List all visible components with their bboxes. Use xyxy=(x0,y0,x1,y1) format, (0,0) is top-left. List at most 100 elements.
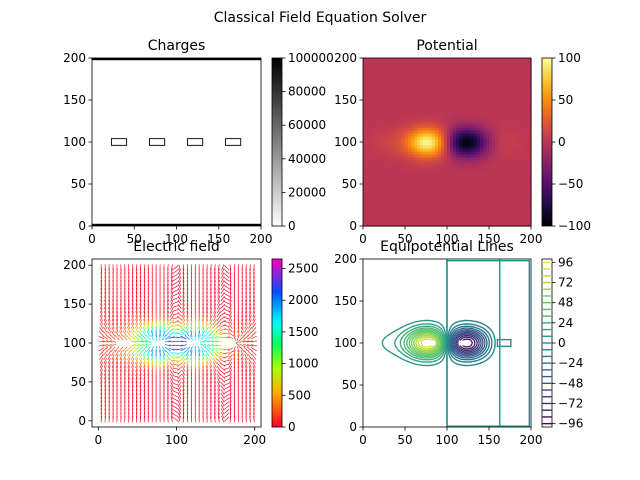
contour-level xyxy=(447,319,496,367)
equipotential-xtick-label: 200 xyxy=(520,433,543,447)
potential-colorbar-label: −50 xyxy=(558,177,583,191)
equipotential-xtick-label: 50 xyxy=(397,433,412,447)
potential-xtick-label: 200 xyxy=(520,232,543,246)
potential-ytick-label: 200 xyxy=(334,51,357,65)
electric-field-colorbar-label: 2000 xyxy=(288,293,319,307)
equipotential-colorbar-label: −24 xyxy=(558,356,583,370)
equipotential-ytick-label: 0 xyxy=(349,420,357,434)
potential-xtick-label: 150 xyxy=(478,232,501,246)
electric-field-panel: 0 100 20005010015020005001000150020002500E… xyxy=(63,239,318,447)
contour-level xyxy=(451,329,486,357)
contour-level xyxy=(449,325,490,361)
potential-colorbar-label: 50 xyxy=(558,93,573,107)
charges-ytick-label: 50 xyxy=(71,177,86,191)
charges-title: Charges xyxy=(148,38,206,54)
equipotential-title: Equipotential Lines xyxy=(380,239,514,255)
equipotential-colorbar-label: 48 xyxy=(558,296,573,310)
potential-xtick-label: 0 xyxy=(359,232,367,246)
contour-level xyxy=(403,327,444,359)
contour-right-block xyxy=(496,338,512,348)
charges-ytick-label: 0 xyxy=(78,219,86,233)
contour-level xyxy=(410,331,440,355)
charges-xtick-label: 0 xyxy=(88,232,96,246)
electric-field-ytick-label: 0 xyxy=(78,414,86,428)
electric-field-colorbar xyxy=(271,258,283,428)
charges-xtick-label: 100 xyxy=(165,232,188,246)
equipotential-contours xyxy=(381,259,531,427)
charges-boundary-top xyxy=(92,58,261,61)
contour-level xyxy=(452,330,484,356)
potential-heatmap xyxy=(363,58,532,227)
charges-ytick-label: 150 xyxy=(63,93,86,107)
contour-level xyxy=(455,333,480,353)
equipotential-colorbar-label: 96 xyxy=(558,255,573,269)
equipotential-colorbar-label: 0 xyxy=(558,336,566,350)
charges-colorbar xyxy=(271,57,283,227)
charges-xtick-label: 150 xyxy=(207,232,230,246)
contour-zero-boundary xyxy=(446,259,531,427)
equipotential-colorbar-label: 72 xyxy=(558,276,573,290)
potential-ytick-label: 100 xyxy=(334,135,357,149)
electric-field-colorbar-label: 0 xyxy=(288,420,296,434)
charges-colorbar-label: 60000 xyxy=(288,118,326,132)
electric-field-title: Electric field xyxy=(133,239,220,255)
electric-field-xtick-label: 200 xyxy=(243,433,266,447)
equipotential-xtick-label: 100 xyxy=(436,433,459,447)
potential-colorbar-label: 100 xyxy=(558,51,581,65)
charges-colorbar-label: 40000 xyxy=(288,152,326,166)
contour-level xyxy=(415,334,437,352)
equipotential-ytick-label: 200 xyxy=(334,252,357,266)
charges-ytick-label: 200 xyxy=(63,51,86,65)
equipotential-colorbar-label: 24 xyxy=(558,316,573,330)
contour-level xyxy=(413,333,439,353)
equipotential-ytick-label: 50 xyxy=(342,378,357,392)
charges-ytick-label: 100 xyxy=(63,135,86,149)
charges-xtick-label: 50 xyxy=(127,232,142,246)
electric-field-colorbar-label: 500 xyxy=(288,388,311,402)
charges-panel: 0 50 100 150 200 0 50 100 150 200 0 20000 40000 60000… xyxy=(63,38,334,246)
potential-colorbar xyxy=(541,57,553,227)
potential-colorbar-label: 0 xyxy=(558,135,566,149)
equipotential-colorbar-label: −96 xyxy=(558,417,583,431)
equipotential-colorbar: −96 −72 −48 −24 0 24 48 72 96 xyxy=(541,255,583,431)
potential-ytick-label: 150 xyxy=(334,93,357,107)
electric-field-colorbar-label: 2500 xyxy=(288,262,319,276)
potential-xtick-label: 50 xyxy=(397,232,412,246)
charge-slot xyxy=(423,340,436,346)
contour-level xyxy=(408,330,442,356)
charges-xtick-label: 200 xyxy=(250,232,273,246)
electric-field-ytick-label: 100 xyxy=(63,336,86,350)
equipotential-xtick-label: 150 xyxy=(478,433,501,447)
contour-level xyxy=(406,329,443,357)
contour-level xyxy=(454,331,482,355)
electric-field-ytick-label: 200 xyxy=(63,258,86,272)
charges-colorbar-label: 20000 xyxy=(288,185,326,199)
equipotential-panel: 0 50 100 150 200 0 50 100 150 200 −96 −72 −48 −24 0 24 4… xyxy=(334,239,583,447)
contour-level xyxy=(448,323,493,363)
potential-ytick-label: 0 xyxy=(349,219,357,233)
potential-ytick-label: 50 xyxy=(342,177,357,191)
contour-level xyxy=(450,327,488,359)
charge-block xyxy=(110,138,128,146)
electric-field-xtick-label: 0 xyxy=(94,433,102,447)
potential-colorbar-label: −100 xyxy=(558,219,591,233)
charge-slot xyxy=(458,340,471,346)
charge-block xyxy=(225,138,242,146)
charges-colorbar-label: 100000 xyxy=(288,51,334,65)
contour-level xyxy=(381,319,447,367)
figure-title: Classical Field Equation Solver xyxy=(214,10,427,26)
equipotential-ytick-label: 100 xyxy=(334,336,357,350)
equipotential-xtick-label: 0 xyxy=(359,433,367,447)
equipotential-colorbar-label: −72 xyxy=(558,396,583,410)
charge-block xyxy=(149,138,166,146)
charges-colorbar-label: 0 xyxy=(288,219,296,233)
electric-field-xtick-label: 100 xyxy=(165,433,188,447)
potential-xtick-label: 100 xyxy=(436,232,459,246)
contour-level xyxy=(457,334,478,352)
charges-colorbar-label: 80000 xyxy=(288,85,326,99)
electric-field-colorbar-label: 1000 xyxy=(288,357,319,371)
contour-level xyxy=(399,325,445,361)
potential-title: Potential xyxy=(416,38,477,54)
electric-field-ytick-label: 50 xyxy=(71,375,86,389)
